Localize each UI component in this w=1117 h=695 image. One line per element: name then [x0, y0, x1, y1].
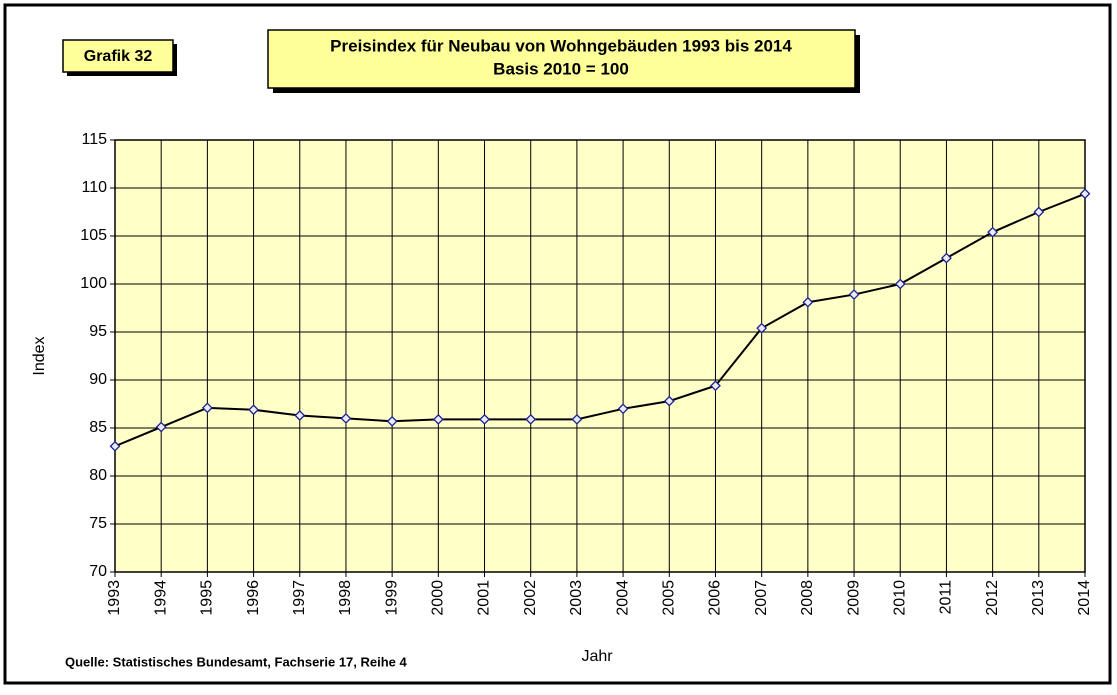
x-tick-label: 2003 — [568, 580, 585, 616]
marker — [479, 413, 490, 425]
x-tick-label: 2008 — [799, 580, 816, 616]
marker — [802, 296, 814, 308]
x-tick-label: 1996 — [245, 580, 262, 616]
chart-subtitle: Basis 2010 = 100 — [493, 59, 629, 78]
y-tick-label: 115 — [81, 131, 107, 148]
x-tick-label: 2009 — [845, 580, 862, 616]
y-tick-label: 105 — [80, 227, 107, 244]
badge-box — [62, 39, 174, 73]
marker — [525, 413, 537, 425]
x-tick-label: 1995 — [199, 580, 216, 616]
marker — [155, 421, 167, 433]
x-tick-label: 2010 — [891, 580, 908, 616]
x-tick-label: 2001 — [476, 580, 493, 616]
chart-title: Preisindex für Neubau von Wohngebäuden 1… — [330, 36, 792, 55]
x-tick-label: 2012 — [984, 580, 1001, 616]
marker — [340, 412, 352, 424]
x-tick-label: 2005 — [661, 580, 678, 616]
source-note: Quelle: Statistisches Bundesamt, Fachser… — [65, 654, 408, 669]
x-tick-label: 2004 — [614, 580, 631, 616]
plot-area — [115, 140, 1085, 572]
y-tick-label: 95 — [89, 323, 107, 340]
marker — [571, 413, 583, 425]
plot-border — [114, 139, 1086, 573]
marker — [987, 226, 999, 238]
marker — [756, 322, 768, 334]
x-tick-label: 1997 — [291, 580, 308, 616]
y-tick-label: 75 — [89, 515, 107, 532]
x-tick-label: 2013 — [1030, 580, 1047, 616]
x-tick-label: 2007 — [753, 580, 770, 616]
x-axis-label: Jahr — [581, 648, 613, 665]
marker — [294, 410, 306, 421]
x-tick-label: 2002 — [522, 580, 539, 616]
badge: Grafik 32 — [84, 48, 153, 65]
marker — [1079, 188, 1091, 200]
marker — [201, 402, 213, 414]
y-tick-label: 110 — [81, 179, 107, 196]
y-tick-label: 100 — [80, 275, 107, 292]
marker — [848, 289, 860, 300]
marker — [617, 403, 629, 415]
marker — [248, 404, 259, 416]
marker — [109, 440, 121, 452]
marker — [894, 278, 906, 290]
title-box — [267, 29, 856, 89]
marker — [663, 395, 675, 407]
x-tick-label: 2006 — [707, 580, 724, 616]
x-tick-label: 1994 — [152, 580, 169, 616]
marker — [941, 252, 952, 264]
x-tick-label: 1999 — [383, 580, 400, 616]
x-tick-label: 2014 — [1076, 580, 1093, 616]
marker — [386, 415, 398, 427]
x-tick-label: 2011 — [938, 580, 955, 615]
x-tick-label: 1993 — [106, 580, 123, 616]
y-tick-label: 70 — [89, 563, 107, 580]
x-tick-label: 2000 — [430, 580, 447, 616]
marker — [710, 380, 721, 392]
marker — [1033, 206, 1045, 218]
y-tick-label: 80 — [89, 467, 107, 484]
y-tick-label: 85 — [89, 419, 107, 436]
y-axis-label: Index — [31, 336, 48, 375]
marker — [432, 413, 444, 425]
x-tick-label: 1998 — [337, 580, 354, 616]
y-tick-label: 90 — [89, 371, 107, 388]
line — [114, 192, 1086, 448]
